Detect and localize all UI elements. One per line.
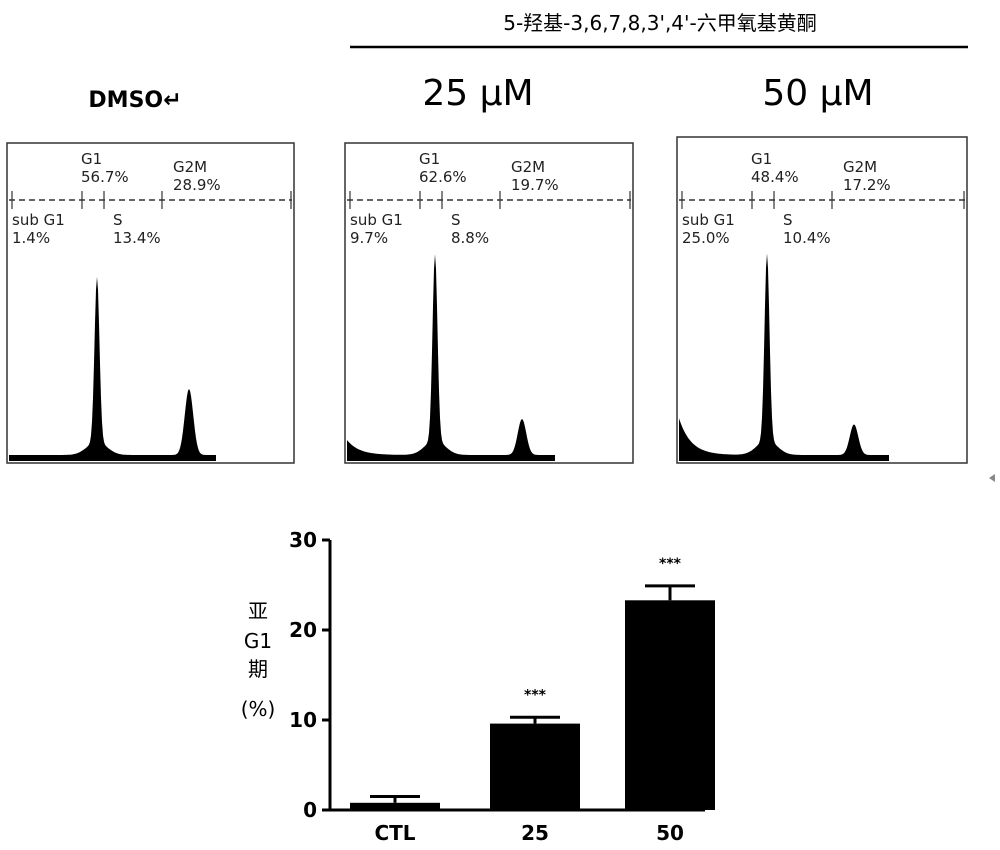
- bar-50: [625, 600, 715, 810]
- y-tick-label: 10: [289, 708, 317, 732]
- phase-percent-sub-g1: 1.4%: [12, 229, 50, 247]
- significance-marker: ***: [524, 687, 547, 703]
- phase-name-g2m: G2M: [511, 158, 545, 176]
- phase-percent-g2m: 17.2%: [843, 176, 891, 194]
- category-label-ctl: CTL: [374, 821, 415, 845]
- y-axis-label-part4: (%): [241, 697, 276, 721]
- significance-marker: ***: [659, 556, 682, 572]
- phase-percent-sub-g1: 9.7%: [350, 229, 388, 247]
- phase-percent-sub-g1: 25.0%: [682, 229, 730, 247]
- phase-percent-g1: 48.4%: [751, 168, 799, 186]
- histogram-panel-50um: sub G125.0% G148.4% S10.4% G2M17.2%: [677, 137, 967, 463]
- phase-percent-s: 10.4%: [783, 229, 831, 247]
- histogram-frame: [7, 143, 294, 463]
- phase-name-s: S: [783, 211, 793, 229]
- phase-name-g1: G1: [419, 150, 440, 168]
- bar-25: [490, 724, 580, 810]
- phase-name-g1: G1: [751, 150, 772, 168]
- category-label-50: 50: [656, 821, 684, 845]
- dose-label-50: 50 μM: [762, 73, 873, 114]
- dose-label-25: 25 μM: [422, 73, 533, 114]
- phase-name-sub-g1: sub G1: [682, 211, 735, 229]
- arrow-marker-icon: [989, 474, 995, 482]
- phase-name-g1: G1: [81, 150, 102, 168]
- phase-name-sub-g1: sub G1: [350, 211, 403, 229]
- sub-g1-bar-chart: 亚 G1 期 (%) 0 10 20 30 CTL 25 *** 50 ***: [241, 528, 715, 845]
- histogram-frame: [345, 143, 633, 463]
- histogram-panel-25um: sub G19.7% G162.6% S8.8% G2M19.7%: [345, 143, 633, 463]
- y-tick-label: 30: [289, 528, 317, 552]
- histogram-frame: [677, 137, 967, 463]
- y-tick-label: 20: [289, 618, 317, 642]
- y-axis-label-part1: 亚: [248, 599, 268, 623]
- y-axis-label-part3: 期: [248, 657, 268, 681]
- phase-percent-g2m: 19.7%: [511, 176, 559, 194]
- phase-name-s: S: [451, 211, 461, 229]
- histogram-panel-dmso: sub G11.4% G156.7% S13.4% G2M28.9%: [7, 143, 294, 463]
- y-axis-label-part2: G1: [244, 629, 272, 653]
- phase-percent-s: 13.4%: [113, 229, 161, 247]
- phase-name-s: S: [113, 211, 123, 229]
- category-label-25: 25: [521, 821, 549, 845]
- phase-percent-s: 8.8%: [451, 229, 489, 247]
- phase-name-sub-g1: sub G1: [12, 211, 65, 229]
- phase-name-g2m: G2M: [843, 158, 877, 176]
- phase-percent-g1: 56.7%: [81, 168, 129, 186]
- dmso-label: DMSO↵: [88, 88, 181, 113]
- y-tick-label: 0: [303, 798, 317, 822]
- phase-percent-g2m: 28.9%: [173, 176, 221, 194]
- compound-title: 5-羟基-3,6,7,8,3',4'-六甲氧基黄酮: [503, 11, 817, 35]
- phase-percent-g1: 62.6%: [419, 168, 467, 186]
- phase-name-g2m: G2M: [173, 158, 207, 176]
- bar-ctl: [350, 803, 440, 810]
